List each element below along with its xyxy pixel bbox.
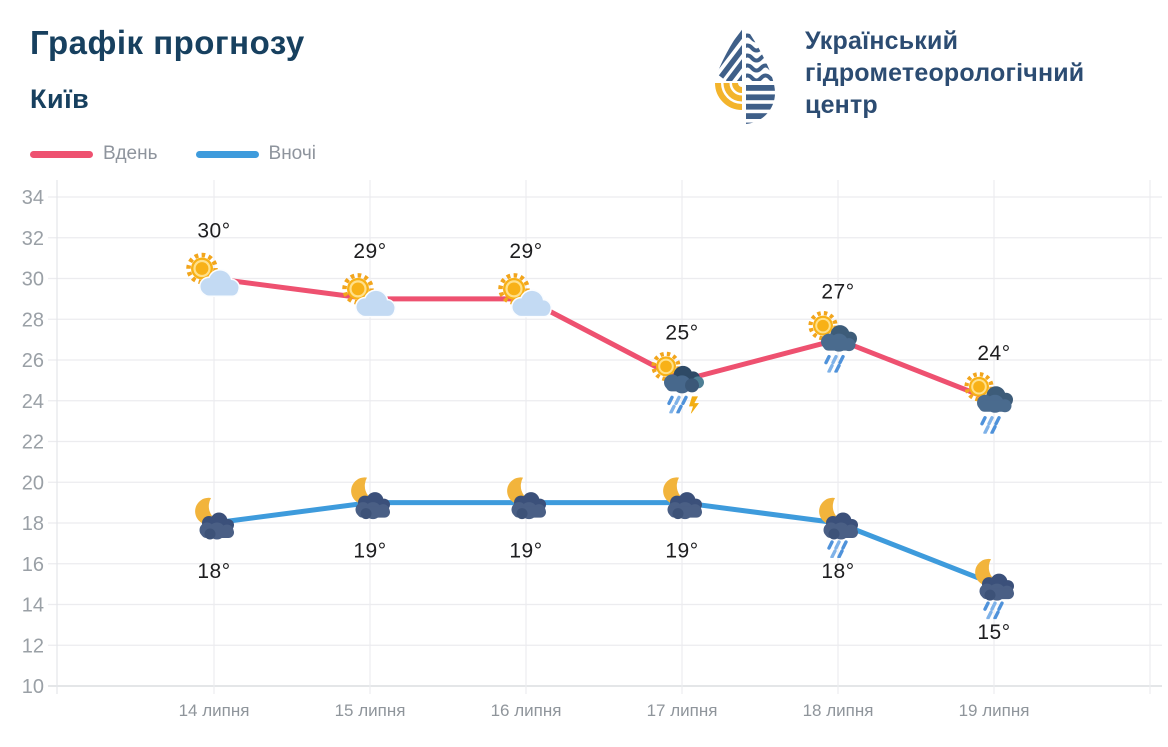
y-tick-label: 24	[22, 391, 44, 413]
day-temp-label: 25°	[665, 321, 698, 344]
org-name-line1: Український	[805, 27, 959, 55]
y-tick-label: 26	[22, 350, 44, 372]
day-temp-label: 29°	[353, 240, 386, 263]
org-logo: Український гідрометеорологічний центр	[703, 22, 1084, 128]
day-series-line	[211, 276, 997, 404]
y-tick-label: 14	[22, 595, 44, 617]
x-tick-label: 14 липня	[179, 701, 250, 720]
org-name-line3: центр	[805, 90, 878, 119]
day-temp-label: 27°	[821, 281, 854, 304]
org-name-line2: гідрометеорологічний	[805, 58, 1085, 87]
night-series-line	[211, 500, 997, 587]
night-temp-label: 18°	[821, 560, 854, 583]
page-title: Графік прогнозу	[30, 24, 305, 61]
day-temp-label: 30°	[197, 220, 230, 243]
sun-storm-icon	[654, 354, 705, 415]
day-legend-swatch	[30, 150, 93, 158]
day-legend-label: Вдень	[103, 143, 158, 164]
x-tick-label: 17 липня	[647, 701, 718, 720]
y-tick-label: 34	[22, 187, 44, 209]
x-tick-label: 15 липня	[335, 701, 406, 720]
night-temp-label: 18°	[197, 560, 230, 583]
y-tick-label: 16	[22, 554, 44, 576]
chart-grid: 34 32 30 28 26 24 22 20 18 16 14 12 10 14 липня 15 лип…	[22, 180, 1162, 720]
day-temp-label: 29°	[509, 240, 542, 263]
night-legend-swatch	[195, 150, 259, 158]
y-tick-label: 28	[22, 309, 44, 331]
y-tick-label: 12	[22, 635, 44, 657]
city-label: Київ	[30, 84, 90, 114]
chart-legend: Вдень Вночі	[30, 143, 344, 165]
x-tick-label: 18 липня	[803, 701, 874, 720]
night-temp-label: 19°	[509, 540, 542, 563]
sun-rain-icon	[967, 374, 1014, 433]
x-tick-label: 16 липня	[491, 701, 562, 720]
night-temp-label: 15°	[977, 621, 1010, 644]
sun-rain-icon	[811, 313, 858, 372]
org-name: Український гідрометеорологічний центр	[805, 22, 1084, 121]
y-tick-label: 32	[22, 228, 44, 250]
day-temp-label: 24°	[977, 342, 1010, 365]
y-tick-label: 20	[22, 472, 44, 494]
y-tick-label: 10	[22, 676, 44, 698]
water-drop-logo-icon	[713, 25, 775, 124]
night-legend-label: Вночі	[268, 143, 316, 164]
x-tick-label: 19 липня	[959, 701, 1030, 720]
y-tick-label: 18	[22, 513, 44, 535]
night-temp-label: 19°	[353, 540, 386, 563]
chart-points: 30° 29° 29° 25° 27° 24° 18° 19° 19° 19° 18° 15°	[189, 220, 1016, 644]
chart-series	[211, 276, 997, 587]
y-tick-label: 22	[22, 432, 44, 454]
y-tick-label: 30	[22, 269, 44, 291]
night-temp-label: 19°	[665, 540, 698, 563]
